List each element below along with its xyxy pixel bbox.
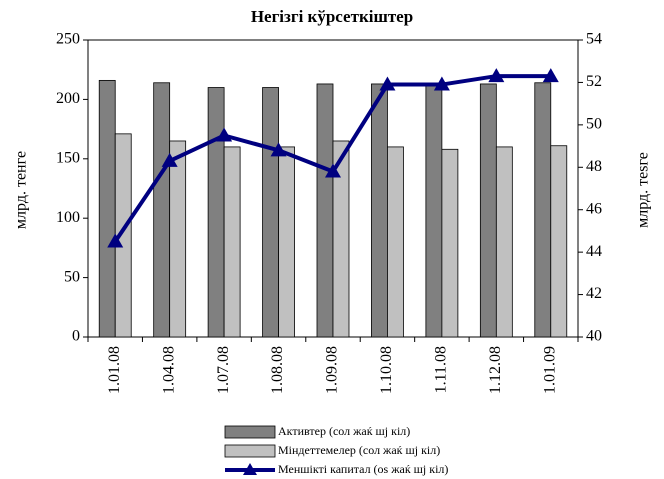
x-tick-label: 1.09.08: [324, 346, 341, 394]
y2-axis-label: млрд. теѕге: [635, 152, 652, 228]
bar: [371, 83, 388, 338]
y2-tick-label: 48: [586, 158, 602, 175]
bar: [425, 83, 443, 338]
bar: [153, 82, 171, 338]
bar: [534, 82, 552, 338]
marker: [379, 76, 396, 91]
marker: [433, 76, 450, 91]
bar: [98, 79, 116, 338]
marker: [270, 142, 287, 157]
marker: [325, 163, 341, 178]
y2-tick-label: 50: [586, 116, 602, 133]
bar: [495, 146, 513, 338]
x-tick-label: 1.08.08: [269, 346, 286, 394]
x-tick-label: 1.10.08: [378, 346, 395, 394]
x-tick-label: 1.01.09: [541, 346, 558, 394]
x-tick-label: 1.07.08: [215, 346, 232, 394]
y2-tick-label: 42: [586, 285, 602, 302]
x-tick-label: 1.04.08: [160, 346, 177, 394]
y-tick-label: 200: [56, 90, 80, 107]
y-tick-label: 250: [56, 31, 80, 48]
bar: [169, 140, 187, 338]
legend-marker: [243, 463, 257, 475]
marker: [542, 68, 559, 83]
y2-tick-label: 44: [586, 243, 602, 260]
bar: [332, 140, 350, 338]
y2-tick-label: 40: [586, 328, 602, 345]
bar: [223, 146, 241, 338]
bar: [441, 148, 459, 338]
y2-tick-label: 54: [586, 31, 602, 48]
bar: [479, 83, 497, 338]
y-tick-label: 100: [56, 209, 80, 226]
bar: [550, 145, 568, 338]
marker: [161, 152, 178, 167]
marker: [488, 68, 505, 83]
x-tick-label: 1.01.08: [106, 346, 123, 394]
bar: [387, 146, 404, 338]
bar: [262, 87, 279, 338]
bar: [278, 146, 295, 338]
bar: [207, 87, 225, 338]
legend-swatch: [224, 425, 276, 439]
y-tick-label: 50: [64, 268, 80, 285]
marker: [216, 127, 233, 142]
x-tick-label: 1.11.08: [433, 346, 450, 393]
y-tick-label: 0: [72, 328, 80, 345]
marker: [107, 233, 124, 248]
legend-label: Активтер (сол жаќ шј кіл): [278, 424, 410, 438]
y-tick-label: 150: [56, 149, 80, 166]
y2-tick-label: 46: [586, 200, 602, 217]
y-axis-label: млрд. тенге: [13, 151, 30, 229]
y2-tick-label: 52: [586, 73, 602, 90]
bar: [316, 83, 334, 338]
legend-label: Міндеттемелер (сол жаќ шј кіл): [278, 443, 440, 457]
legend-swatch: [224, 444, 276, 458]
legend-label: Меншікті капитал (оѕ жаќ шј кіл): [278, 462, 448, 476]
chart-title: Негізгі кўрсеткіштер: [251, 7, 413, 26]
x-tick-label: 1.12.08: [487, 346, 504, 394]
